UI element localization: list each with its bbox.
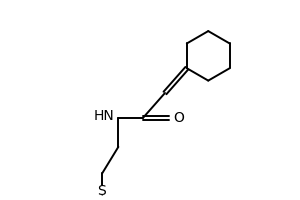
Text: HN: HN — [94, 109, 115, 123]
Text: S: S — [98, 184, 106, 198]
Text: O: O — [173, 111, 184, 125]
